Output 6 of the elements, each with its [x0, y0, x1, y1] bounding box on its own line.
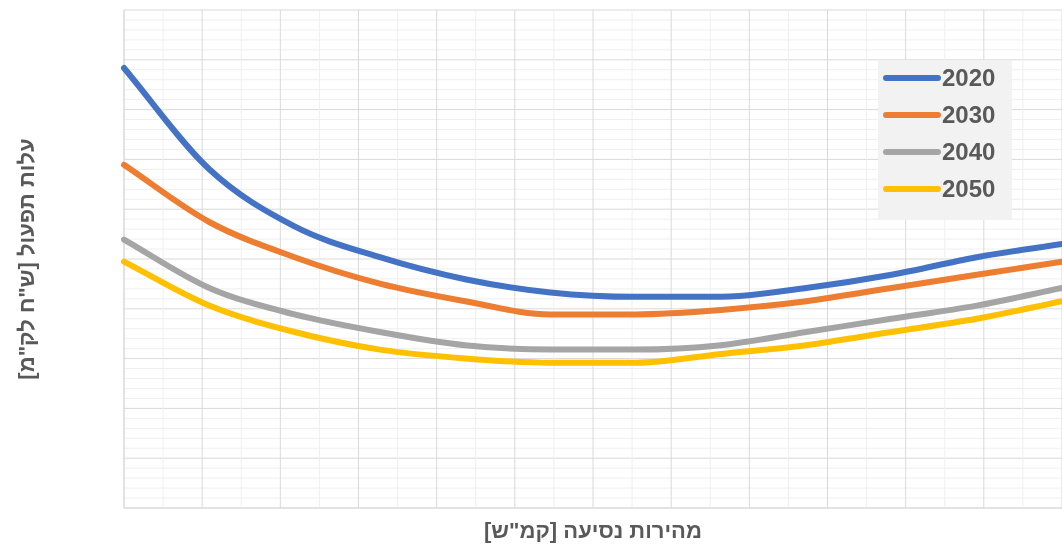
y-axis-title: עלות תפעול [ש"ח לק"מ] [14, 138, 39, 380]
legend-label: 2020 [942, 64, 996, 91]
legend-label: 2050 [942, 175, 996, 202]
legend-label: 2040 [942, 138, 996, 165]
legend-label: 2030 [942, 101, 996, 128]
x-axis-title: מהירות נסיעה [קמ"ש] [484, 518, 702, 543]
